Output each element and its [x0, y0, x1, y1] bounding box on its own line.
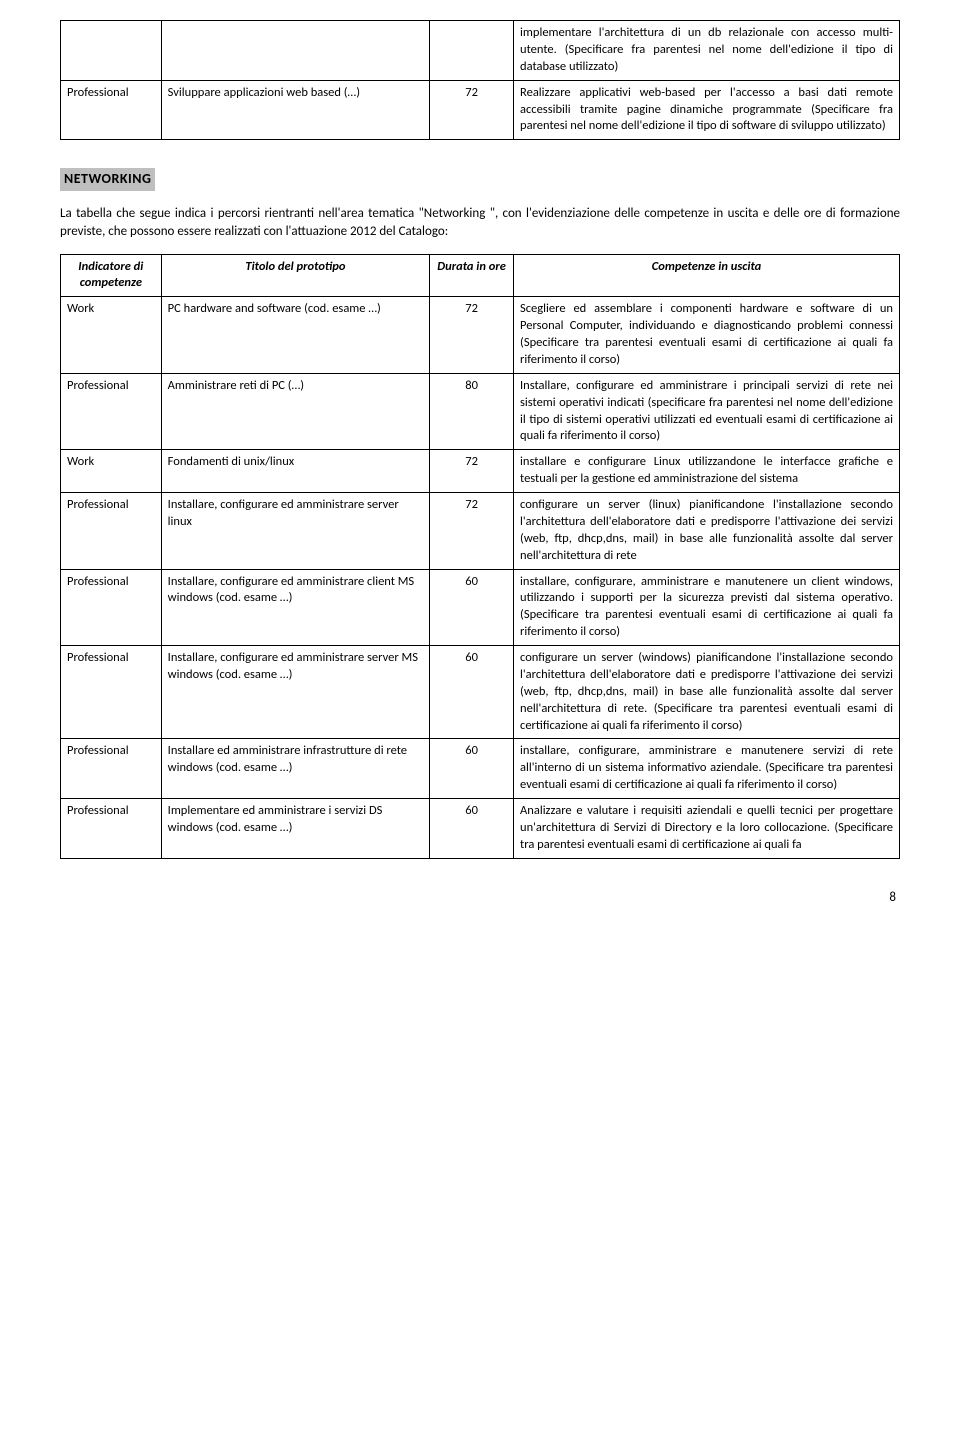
cell-indicator: Professional	[61, 569, 162, 646]
cell-title: PC hardware and software (cod. esame …)	[161, 297, 429, 374]
cell-duration: 80	[430, 373, 514, 450]
main-table: Indicatore di competenze Titolo del prot…	[60, 254, 900, 859]
cell-indicator	[61, 21, 162, 81]
table-row: Professional Installare, configurare ed …	[61, 646, 900, 739]
header-indicator: Indicatore di competenze	[61, 254, 162, 297]
header-title: Titolo del prototipo	[161, 254, 429, 297]
table-row: implementare l'architettura di un db rel…	[61, 21, 900, 81]
cell-duration	[430, 21, 514, 81]
cell-indicator: Professional	[61, 373, 162, 450]
cell-competence: configurare un server (windows) pianific…	[514, 646, 900, 739]
cell-title: Amministrare reti di PC (…)	[161, 373, 429, 450]
header-duration: Durata in ore	[430, 254, 514, 297]
cell-title: Implementare ed amministrare i servizi D…	[161, 799, 429, 859]
cell-indicator: Professional	[61, 80, 162, 140]
table-row: Professional Installare, configurare ed …	[61, 569, 900, 646]
table-row: Professional Installare, configurare ed …	[61, 493, 900, 570]
section-intro: La tabella che segue indica i percorsi r…	[60, 205, 900, 241]
cell-competence: implementare l'architettura di un db rel…	[514, 21, 900, 81]
cell-competence: installare, configurare, amministrare e …	[514, 569, 900, 646]
cell-competence: Realizzare applicativi web-based per l'a…	[514, 80, 900, 140]
cell-duration: 60	[430, 739, 514, 799]
cell-title: Fondamenti di unix/linux	[161, 450, 429, 493]
cell-indicator: Professional	[61, 646, 162, 739]
top-table: implementare l'architettura di un db rel…	[60, 20, 900, 140]
section-heading: NETWORKING	[60, 168, 155, 191]
cell-indicator: Work	[61, 297, 162, 374]
cell-title: Installare, configurare ed amministrare …	[161, 493, 429, 570]
cell-indicator: Professional	[61, 799, 162, 859]
page-number: 8	[60, 889, 900, 907]
cell-indicator: Professional	[61, 493, 162, 570]
cell-competence: configurare un server (linux) pianifican…	[514, 493, 900, 570]
cell-duration: 60	[430, 569, 514, 646]
cell-title	[161, 21, 429, 81]
header-competence: Competenze in uscita	[514, 254, 900, 297]
table-row: Professional Implementare ed amministrar…	[61, 799, 900, 859]
cell-indicator: Professional	[61, 739, 162, 799]
table-header-row: Indicatore di competenze Titolo del prot…	[61, 254, 900, 297]
cell-title: Installare, configurare ed amministrare …	[161, 646, 429, 739]
cell-title: Installare, configurare ed amministrare …	[161, 569, 429, 646]
cell-competence: Analizzare e valutare i requisiti aziend…	[514, 799, 900, 859]
cell-competence: Scegliere ed assemblare i componenti har…	[514, 297, 900, 374]
table-row: Work PC hardware and software (cod. esam…	[61, 297, 900, 374]
cell-competence: Installare, configurare ed amministrare …	[514, 373, 900, 450]
cell-indicator: Work	[61, 450, 162, 493]
cell-duration: 72	[430, 450, 514, 493]
table-row: Professional Installare ed amministrare …	[61, 739, 900, 799]
table-row: Professional Sviluppare applicazioni web…	[61, 80, 900, 140]
cell-competence: installare e configurare Linux utilizzan…	[514, 450, 900, 493]
table-row: Professional Amministrare reti di PC (…)…	[61, 373, 900, 450]
cell-competence: installare, configurare, amministrare e …	[514, 739, 900, 799]
table-row: Work Fondamenti di unix/linux 72 install…	[61, 450, 900, 493]
cell-duration: 60	[430, 799, 514, 859]
cell-duration: 72	[430, 493, 514, 570]
cell-duration: 72	[430, 80, 514, 140]
cell-title: Installare ed amministrare infrastruttur…	[161, 739, 429, 799]
cell-duration: 72	[430, 297, 514, 374]
cell-duration: 60	[430, 646, 514, 739]
cell-title: Sviluppare applicazioni web based (…)	[161, 80, 429, 140]
